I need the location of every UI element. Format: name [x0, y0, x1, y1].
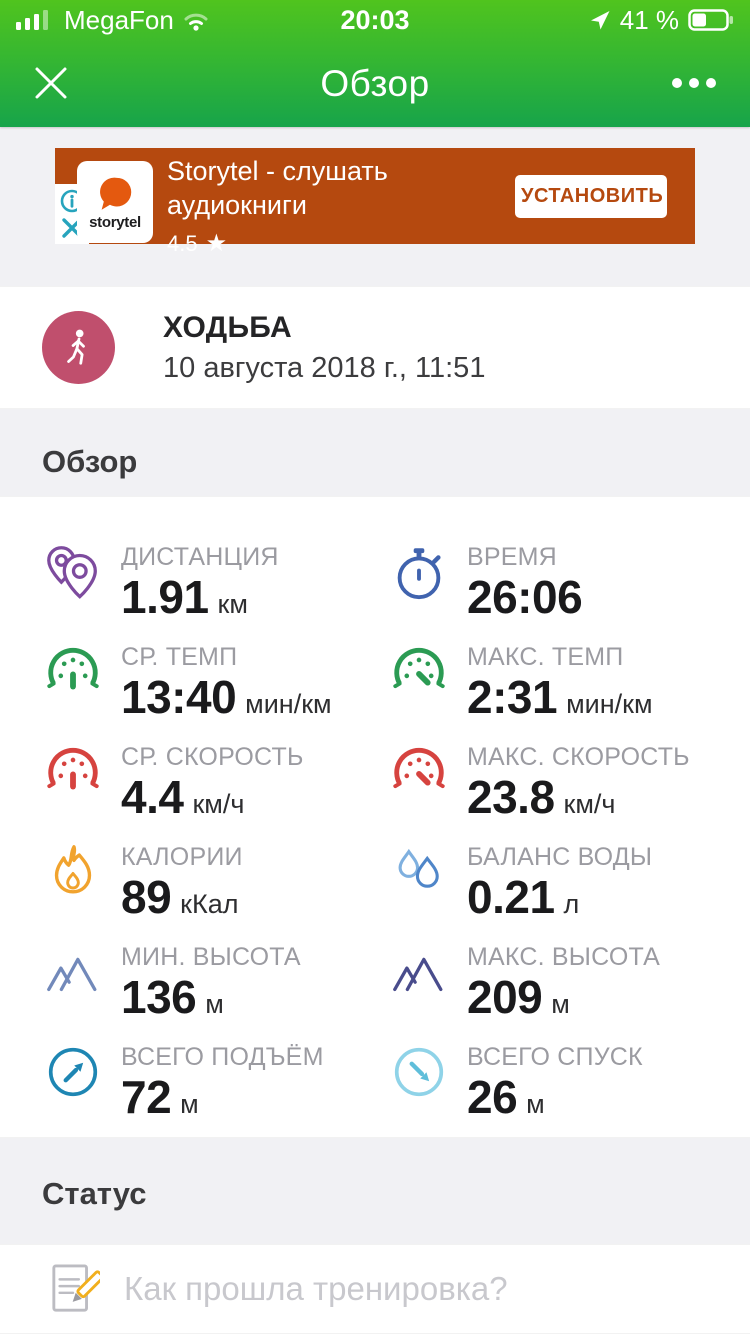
status-time: 20:03 [340, 4, 410, 35]
descent-arrow-icon [394, 1047, 444, 1097]
status-note-card[interactable] [0, 1244, 750, 1334]
wifi-icon [182, 10, 210, 31]
battery-icon [688, 9, 734, 31]
overview-section-label: Обзор [42, 444, 138, 479]
water-drops-icon [398, 848, 439, 888]
location-arrow-icon [589, 9, 611, 31]
flame-icon [54, 845, 92, 894]
signal-strength-icon [16, 10, 56, 30]
stat-max-speed: МАКС. СКОРОСТЬ 23.8 км/ч [388, 739, 750, 839]
stat-avg-pace: СР. ТЕМП 13:40 мин/км [42, 639, 388, 739]
star-icon: ★ [205, 230, 228, 257]
storytel-bubble-icon [100, 177, 132, 210]
activity-datetime: 10 августа 2018 г., 11:51 [163, 351, 486, 384]
workout-card: ХОДЬБА 10 августа 2018 г., 11:51 [0, 286, 750, 409]
activity-avatar [42, 311, 115, 384]
ad-text: Storytel - слушать аудиокниги 4.5 ★ [167, 154, 447, 258]
page-title: Обзор [320, 62, 430, 104]
stat-total-descent: ВСЕГО СПУСК 26 м [388, 1039, 750, 1139]
stat-min-elevation: МИН. ВЫСОТА 136 м [42, 939, 388, 1039]
status-section-label: Статус [42, 1176, 147, 1211]
stopwatch-icon [397, 548, 441, 600]
storytel-logo-text: storytel [89, 213, 141, 231]
ad-banner[interactable]: storytel Storytel - слушать аудиокниги 4… [55, 148, 695, 257]
stat-max-elevation: МАКС. ВЫСОТА 209 м [388, 939, 750, 1039]
speed-gauge-icon [47, 747, 99, 790]
activity-type: ХОДЬБА [163, 310, 292, 344]
walking-person-icon [66, 329, 85, 365]
mountains-min-icon [47, 957, 97, 992]
stat-max-pace: МАКС. ТЕМП 2:31 мин/км [388, 639, 750, 739]
overflow-menu-icon[interactable] [672, 78, 716, 88]
ad-title-line2: аудиокниги [167, 190, 307, 220]
mountains-max-icon [393, 957, 443, 992]
carrier-label: MegaFon [64, 4, 174, 35]
status-bar: MegaFon 20:03 41 % [0, 0, 750, 40]
storytel-logo: storytel [77, 161, 153, 243]
close-icon[interactable] [32, 64, 70, 102]
stat-total-ascent: ВСЕГО ПОДЪЁМ 72 м [42, 1039, 388, 1139]
stat-time: ВРЕМЯ 26:06 [388, 539, 750, 639]
stats-card: ДИСТАНЦИЯ 1.91 км ВРЕМЯ 26:06 [0, 496, 750, 1138]
ad-title-line1: Storytel - слушать [167, 156, 388, 186]
pace-gauge-icon [47, 647, 99, 690]
stat-avg-speed: СР. СКОРОСТЬ 4.4 км/ч [42, 739, 388, 839]
stat-calories: КАЛОРИИ 89 кКал [42, 839, 388, 939]
ascent-arrow-icon [48, 1047, 98, 1097]
app-header: MegaFon 20:03 41 % [0, 0, 750, 127]
stat-distance: ДИСТАНЦИЯ 1.91 км [42, 539, 388, 639]
workout-note-input[interactable] [122, 1253, 730, 1325]
ad-rating-value: 4.5 [167, 230, 198, 256]
nav-bar: Обзор [0, 40, 750, 127]
note-pencil-icon [52, 1264, 100, 1312]
stat-water-balance: БАЛАНС ВОДЫ 0.21 л [388, 839, 750, 939]
map-pins-icon [47, 546, 97, 599]
max-speed-gauge-icon [393, 747, 445, 789]
max-pace-gauge-icon [393, 647, 445, 689]
install-button[interactable]: УСТАНОВИТЬ [515, 175, 667, 218]
battery-percent: 41 % [619, 4, 679, 35]
